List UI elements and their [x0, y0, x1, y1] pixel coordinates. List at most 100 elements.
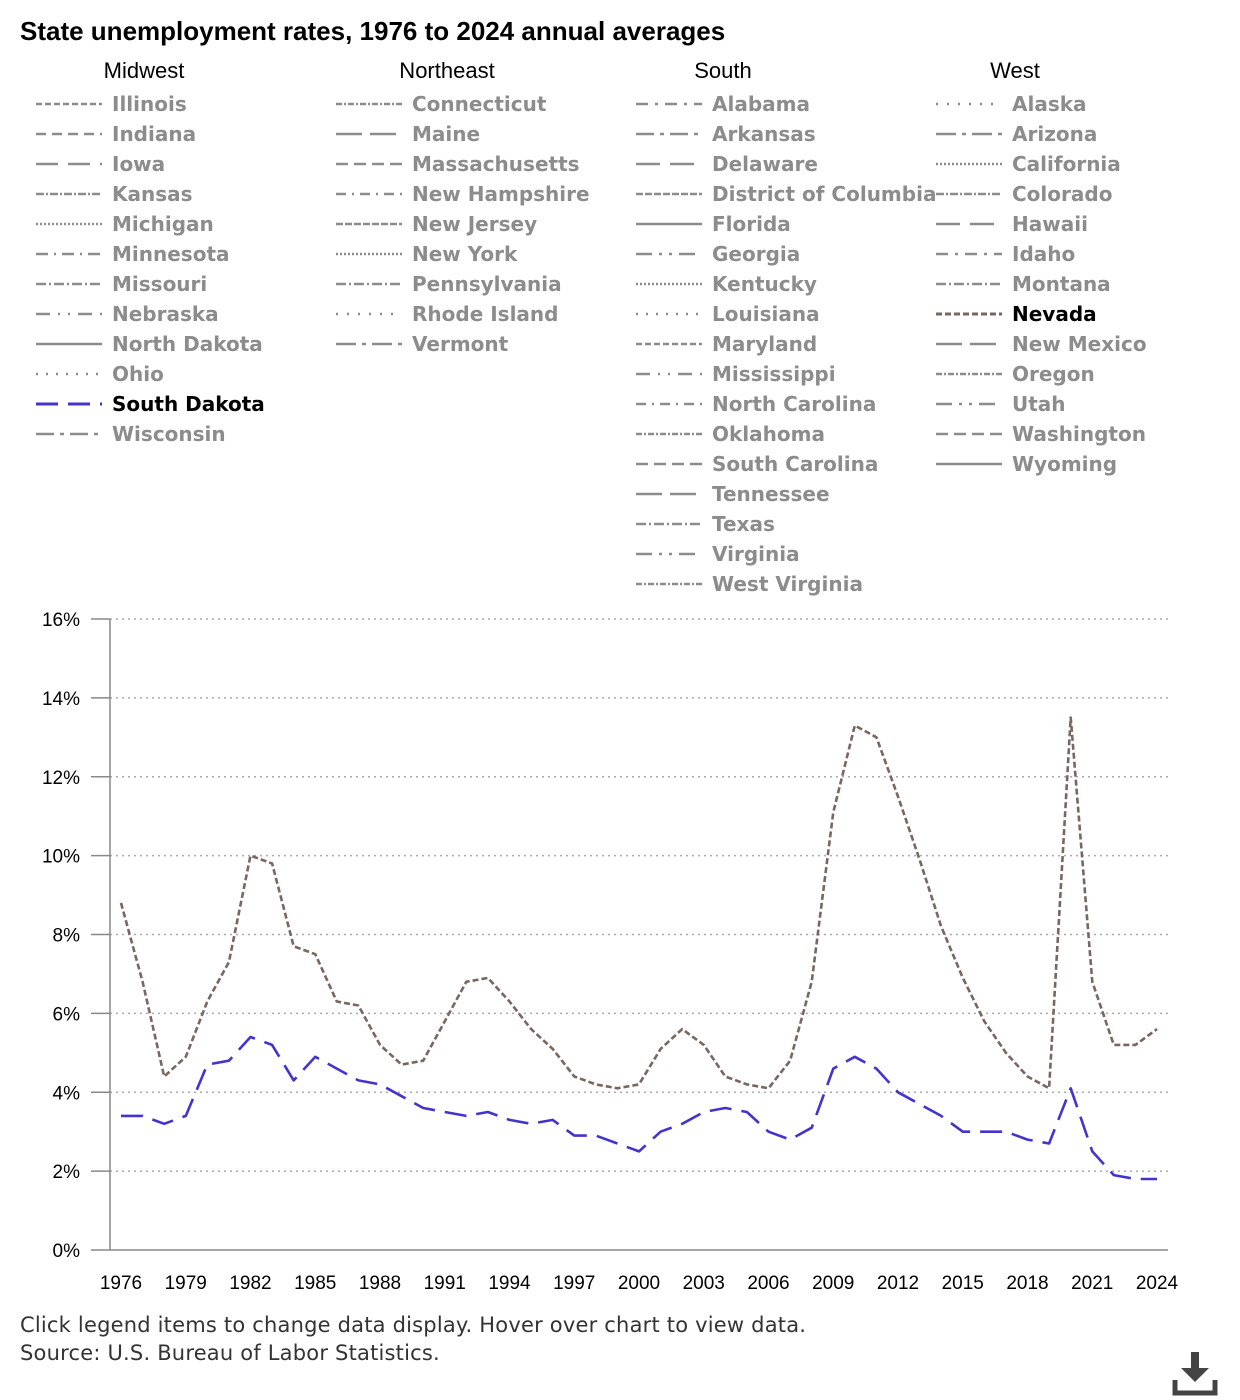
legend-label: Illinois: [112, 92, 187, 116]
legend-item-delaware[interactable]: Delaware: [636, 149, 818, 179]
legend-item-virginia[interactable]: Virginia: [636, 539, 800, 569]
legend-item-district-of-columbia[interactable]: District of Columbia: [636, 179, 936, 209]
legend-swatch: [636, 402, 702, 406]
legend-region-midwest: Midwest: [103, 58, 185, 83]
legend-item-new-mexico[interactable]: New Mexico: [936, 329, 1147, 359]
legend-swatch: [336, 162, 402, 166]
legend-item-arizona[interactable]: Arizona: [936, 119, 1097, 149]
legend-item-maine[interactable]: Maine: [336, 119, 480, 149]
legend-item-kansas[interactable]: Kansas: [36, 179, 193, 209]
legend-item-north-dakota[interactable]: North Dakota: [36, 329, 263, 359]
legend-item-iowa[interactable]: Iowa: [36, 149, 165, 179]
legend-swatch: [936, 222, 1002, 226]
legend-label: Pennsylvania: [412, 272, 562, 296]
legend-item-vermont[interactable]: Vermont: [336, 329, 508, 359]
y-tick-label: 4%: [53, 1083, 81, 1104]
legend-item-oregon[interactable]: Oregon: [936, 359, 1095, 389]
legend-item-maryland[interactable]: Maryland: [636, 329, 817, 359]
legend-swatch: [36, 162, 102, 166]
legend-item-new-york[interactable]: New York: [336, 239, 517, 269]
legend-item-tennessee[interactable]: Tennessee: [636, 479, 830, 509]
legend-swatch: [936, 372, 1002, 376]
legend-label: Oklahoma: [712, 422, 825, 446]
legend-item-north-carolina[interactable]: North Carolina: [636, 389, 876, 419]
legend-label: Maine: [412, 122, 481, 146]
legend-swatch: [636, 342, 702, 346]
legend-swatch: [936, 342, 1002, 346]
legend-label: Vermont: [412, 332, 509, 356]
legend-item-wisconsin[interactable]: Wisconsin: [36, 419, 226, 449]
legend-label: Missouri: [112, 272, 208, 296]
x-tick-label: 2024: [1136, 1273, 1179, 1294]
line-chart[interactable]: 0% 2% 4% 6% 8% 10% 12% 14% 16% 1976 1979 1982 1985 19…: [0, 600, 1240, 1300]
legend-item-oklahoma[interactable]: Oklahoma: [636, 419, 825, 449]
legend-swatch: [636, 552, 702, 556]
legend-label: Arizona: [1012, 122, 1098, 146]
legend-label: Arkansas: [712, 122, 816, 146]
legend-swatch: [636, 492, 702, 496]
legend-item-massachusetts[interactable]: Massachusetts: [336, 149, 580, 179]
legend-item-ohio[interactable]: Ohio: [36, 359, 164, 389]
legend-label: Alabama: [712, 92, 810, 116]
legend-item-south-carolina[interactable]: South Carolina: [636, 449, 878, 479]
legend-item-louisiana[interactable]: Louisiana: [636, 299, 820, 329]
legend-item-georgia[interactable]: Georgia: [636, 239, 800, 269]
legend-label: Massachusetts: [412, 152, 580, 176]
legend-swatch: [36, 252, 102, 256]
legend-item-illinois[interactable]: Illinois: [36, 89, 187, 119]
legend-swatch: [36, 192, 102, 196]
legend-label: Alaska: [1012, 92, 1087, 116]
legend-label: Wisconsin: [112, 422, 226, 446]
legend-item-michigan[interactable]: Michigan: [36, 209, 214, 239]
x-tick-label: 2018: [1006, 1273, 1048, 1294]
legend-item-wyoming[interactable]: Wyoming: [936, 449, 1117, 479]
legend-label: Virginia: [712, 542, 800, 566]
x-tick-label: 2015: [942, 1273, 984, 1294]
download-icon[interactable]: [1172, 1350, 1218, 1396]
legend-item-florida[interactable]: Florida: [636, 209, 791, 239]
y-tick-label: 12%: [42, 768, 80, 789]
legend-swatch: [936, 402, 1002, 406]
legend-label: South Carolina: [712, 452, 879, 476]
instructions-note: Click legend items to change data displa…: [20, 1313, 807, 1337]
legend-item-new-jersey[interactable]: New Jersey: [336, 209, 537, 239]
legend-swatch: [936, 102, 1002, 106]
legend-item-mississippi[interactable]: Mississippi: [636, 359, 836, 389]
legend-label: New York: [412, 242, 518, 266]
legend-item-hawaii[interactable]: Hawaii: [936, 209, 1088, 239]
legend-item-missouri[interactable]: Missouri: [36, 269, 207, 299]
legend-item-montana[interactable]: Montana: [936, 269, 1111, 299]
legend-item-idaho[interactable]: Idaho: [936, 239, 1075, 269]
y-tick-label: 8%: [53, 926, 81, 947]
legend-item-nebraska[interactable]: Nebraska: [36, 299, 219, 329]
legend-item-connecticut[interactable]: Connecticut: [336, 89, 546, 119]
legend-item-alabama[interactable]: Alabama: [636, 89, 810, 119]
legend-item-west-virginia[interactable]: West Virginia: [636, 569, 863, 599]
legend-swatch: [636, 132, 702, 136]
legend-item-south-dakota[interactable]: South Dakota: [36, 389, 265, 419]
legend-item-pennsylvania[interactable]: Pennsylvania: [336, 269, 562, 299]
legend-item-indiana[interactable]: Indiana: [36, 119, 196, 149]
legend-item-colorado[interactable]: Colorado: [936, 179, 1112, 209]
legend-item-kentucky[interactable]: Kentucky: [636, 269, 817, 299]
legend-swatch: [936, 192, 1002, 196]
legend-swatch: [936, 252, 1002, 256]
legend-item-alaska[interactable]: Alaska: [936, 89, 1087, 119]
legend-swatch: [336, 282, 402, 286]
legend-item-minnesota[interactable]: Minnesota: [36, 239, 230, 269]
legend-item-nevada[interactable]: Nevada: [936, 299, 1097, 329]
legend-item-rhode-island[interactable]: Rhode Island: [336, 299, 558, 329]
legend-label: Utah: [1012, 392, 1066, 416]
legend-label: New Jersey: [412, 212, 538, 236]
x-tick-label: 1991: [424, 1273, 466, 1294]
legend-label: Louisiana: [712, 302, 820, 326]
legend-item-utah[interactable]: Utah: [936, 389, 1066, 419]
legend-label: Florida: [712, 212, 791, 236]
legend-label: California: [1012, 152, 1121, 176]
legend-item-washington[interactable]: Washington: [936, 419, 1146, 449]
legend-item-new-hampshire[interactable]: New Hampshire: [336, 179, 590, 209]
legend-swatch: [336, 312, 402, 316]
legend-item-texas[interactable]: Texas: [636, 509, 775, 539]
legend-item-california[interactable]: California: [936, 149, 1121, 179]
legend-item-arkansas[interactable]: Arkansas: [636, 119, 816, 149]
